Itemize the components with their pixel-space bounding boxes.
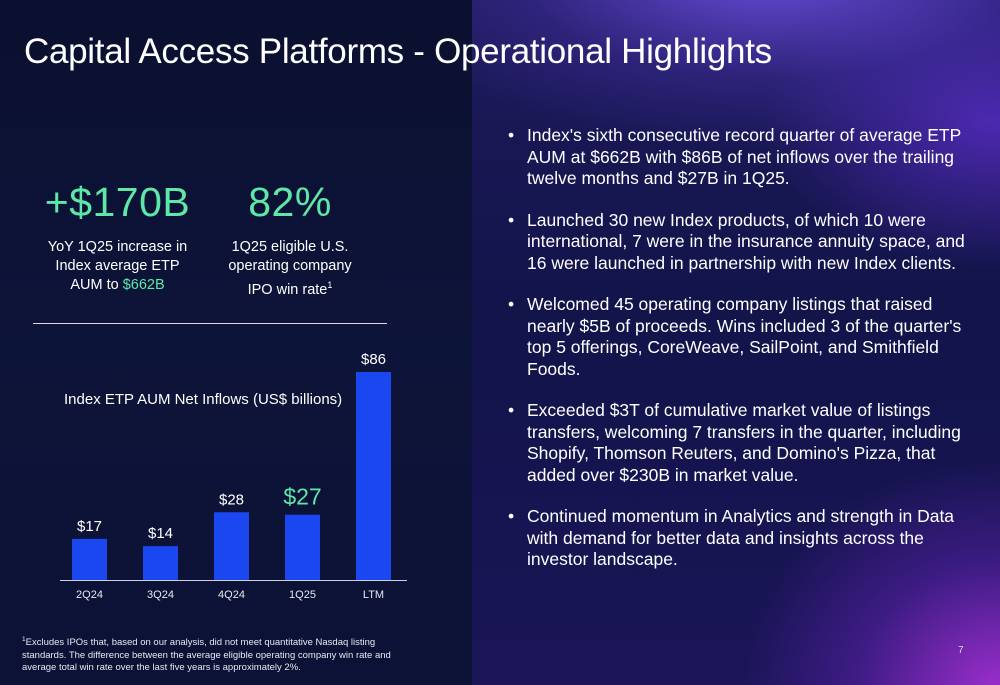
chart-bar-ltm	[356, 372, 391, 580]
background-right-gradient	[472, 0, 1000, 685]
bar-chart: $17 2Q24 $14 3Q24 $28 4Q24 $27 1Q25 $86 LTM	[60, 351, 407, 601]
chart-data-label: $14	[148, 525, 173, 542]
highlight-text: Launched 30 new Index products, of which…	[527, 209, 965, 273]
highlight-text: Welcomed 45 operating company listings t…	[527, 294, 962, 379]
page-number: 7	[958, 645, 964, 656]
chart-x-tick-label: 2Q24	[76, 589, 103, 601]
stat-value: 82%	[248, 179, 332, 225]
bullet-marker: •	[508, 294, 515, 314]
stat-desc-line: IPO win rate1	[212, 276, 368, 300]
stat-aum-increase: +$170B YoY 1Q25 increase in Index averag…	[40, 182, 195, 295]
slide-title: Capital Access Platforms - Operational H…	[24, 32, 772, 71]
highlights-list: • Index's sixth consecutive record quarte…	[505, 125, 975, 591]
section-divider	[33, 323, 387, 324]
stat-desc-highlight: $662B	[122, 277, 165, 293]
stat-description: 1Q25 eligible U.S. operating company IPO…	[212, 238, 368, 300]
footnote-marker: 1	[22, 636, 26, 643]
stat-description: YoY 1Q25 increase in Index average ETP A…	[40, 238, 195, 295]
bullet-marker: •	[508, 125, 515, 145]
stat-desc-text: AUM to	[70, 277, 123, 293]
highlight-item: • Exceeded $3T of cumulative market value…	[505, 400, 975, 486]
bullet-marker: •	[508, 209, 515, 230]
stat-desc-line: YoY 1Q25 increase in	[47, 239, 188, 255]
stat-desc-line: AUM to $662B	[40, 276, 195, 295]
stat-ipo-win-rate: 82% 1Q25 eligible U.S. operating company…	[212, 182, 368, 300]
chart-title: Index ETP AUM Net Inflows (US$ billions)	[64, 391, 343, 408]
footnote-marker: 1	[327, 280, 333, 290]
highlight-text: Index's sixth consecutive record quarter…	[527, 125, 961, 188]
chart-bar-2q24	[72, 538, 107, 580]
bullet-marker: •	[508, 400, 515, 420]
chart-x-tick-label: 1Q25	[289, 589, 316, 601]
chart-bar-1q25	[285, 514, 320, 580]
chart-x-tick-label: LTM	[363, 589, 384, 601]
stat-value: +$170B	[44, 179, 191, 225]
chart-data-label: $28	[219, 491, 244, 508]
chart-x-tick-label: 3Q24	[147, 589, 174, 601]
stat-desc-line: operating company	[228, 258, 352, 274]
chart-data-label: $86	[361, 351, 386, 368]
highlight-item: • Launched 30 new Index products, of whic…	[505, 210, 975, 275]
highlight-text: Exceeded $3T of cumulative market value …	[527, 400, 961, 485]
stat-desc-line: Index average ETP	[55, 258, 180, 274]
highlight-text: Continued momentum in Analytics and stre…	[527, 506, 955, 569]
stat-desc-text: IPO win rate	[247, 281, 328, 298]
footnote-text: Excludes IPOs that, based on our analysi…	[22, 637, 391, 674]
chart-data-label: $17	[77, 518, 102, 535]
footnote: 1Excludes IPOs that, based on our analys…	[22, 634, 394, 675]
chart-x-tick-label: 4Q24	[218, 589, 245, 601]
highlight-item: • Welcomed 45 operating company listings …	[505, 294, 975, 380]
chart-data-label: $27	[283, 484, 321, 510]
highlight-item: • Index's sixth consecutive record quarte…	[505, 125, 975, 190]
bullet-marker: •	[508, 506, 515, 526]
highlight-item: • Continued momentum in Analytics and str…	[505, 506, 975, 571]
stat-desc-line: 1Q25 eligible U.S.	[231, 239, 349, 255]
chart-bar-4q24	[214, 512, 249, 580]
chart-bar-3q24	[143, 546, 178, 580]
